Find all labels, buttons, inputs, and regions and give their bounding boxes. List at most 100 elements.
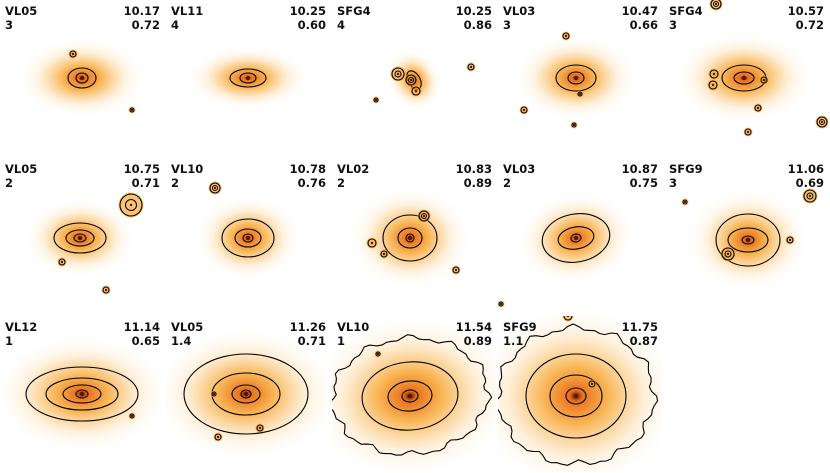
galaxy-panel: SFG9 3 11.06 0.69 xyxy=(664,158,828,314)
isophote-contour xyxy=(231,384,261,404)
companion-core xyxy=(499,302,503,306)
galaxy-nucleus xyxy=(407,235,413,241)
companion-core xyxy=(376,352,380,356)
companion-core xyxy=(714,2,718,6)
galaxy-image xyxy=(185,45,311,111)
isophote-contour xyxy=(401,389,419,403)
isophote-contour xyxy=(62,384,102,404)
panel-mass-label: 11.75 xyxy=(621,320,658,334)
galaxy-panel: VL12 1 11.14 0.65 xyxy=(0,316,164,472)
isophote-contour xyxy=(405,233,415,243)
companion-core xyxy=(762,78,766,82)
companion-contour xyxy=(760,76,768,84)
panel-ratio-label: 0.60 xyxy=(297,18,326,32)
companion-contour xyxy=(408,77,414,83)
companion-contour xyxy=(394,70,402,78)
companion-contour xyxy=(391,67,405,81)
panel-survey-label: VL03 xyxy=(503,162,536,176)
panel-ratio-label: 0.72 xyxy=(795,18,824,32)
companion-core xyxy=(788,238,792,242)
panel-index-label: 2 xyxy=(171,176,180,190)
panel-index-label: 2 xyxy=(337,176,346,190)
panel-survey-label: SFG9 xyxy=(503,320,537,334)
companion-core xyxy=(564,34,568,38)
galaxy-image xyxy=(681,188,818,292)
isophote-contour xyxy=(234,228,262,248)
isophote-contour xyxy=(382,214,438,262)
companion-contour xyxy=(563,316,573,321)
isophote-contour xyxy=(240,389,252,399)
panel-mass-label: 10.25 xyxy=(289,4,326,18)
isophote-contour xyxy=(397,227,423,249)
companion-core xyxy=(820,120,824,124)
panel-index-label: 1 xyxy=(5,334,14,348)
galaxy-nucleus xyxy=(573,235,579,241)
galaxy-nucleus xyxy=(573,393,579,399)
isophote-contour xyxy=(741,235,755,245)
companion-contour xyxy=(129,413,135,419)
companion-contour xyxy=(721,247,735,261)
panel-mass-label: 11.26 xyxy=(289,320,326,334)
galaxy-panel: VL11 4 10.25 0.60 xyxy=(166,0,330,156)
isophote-contour xyxy=(45,377,119,411)
galaxy-image xyxy=(166,326,330,462)
isophote-contour xyxy=(498,323,659,466)
panel-index-label: 1.4 xyxy=(171,334,192,348)
isophote-contour xyxy=(557,226,595,250)
companion-contour xyxy=(69,50,77,58)
panel-index-label: 1 xyxy=(337,334,346,348)
companion-core xyxy=(414,89,418,93)
companion-core xyxy=(374,98,378,102)
companion-contour xyxy=(806,192,814,200)
panel-ratio-label: 0.89 xyxy=(463,334,492,348)
panel-ratio-label: 0.89 xyxy=(463,176,492,190)
companion-core xyxy=(522,108,526,112)
isophote-contour xyxy=(67,67,97,89)
isophote-contour xyxy=(239,72,257,84)
galaxy-panel: VL05 1.4 11.26 0.71 xyxy=(166,316,330,472)
companion-contour xyxy=(367,238,377,248)
galaxy-nucleus xyxy=(245,75,251,81)
panel-survey-label: VL05 xyxy=(5,162,38,176)
isophote-contour xyxy=(525,353,627,439)
companion-core xyxy=(746,130,750,134)
panel-index-label: 2 xyxy=(503,176,512,190)
companion-contour xyxy=(256,424,264,432)
companion-contour xyxy=(710,0,722,10)
galaxy-nucleus xyxy=(77,235,83,241)
companion-contour xyxy=(380,250,388,258)
companion-contour xyxy=(405,74,417,86)
isophote-contour xyxy=(549,374,603,418)
companion-core xyxy=(216,435,220,439)
isophote-contour xyxy=(229,68,267,88)
panel-survey-label: VL05 xyxy=(171,320,204,334)
galaxy-nucleus xyxy=(573,75,579,81)
galaxy-panel: SFG4 4 10.25 0.86 xyxy=(332,0,496,156)
isophote-contour xyxy=(567,71,585,85)
companion-contour xyxy=(418,210,430,222)
galaxy-nucleus xyxy=(407,393,413,399)
panel-ratio-label: 0.76 xyxy=(297,176,326,190)
galaxy-nucleus xyxy=(243,391,249,397)
panel-mass-label: 11.06 xyxy=(787,162,824,176)
panel-index-label: 3 xyxy=(503,18,512,32)
companion-core xyxy=(756,106,760,110)
panel-mass-label: 10.87 xyxy=(621,162,658,176)
panel-survey-label: VL10 xyxy=(337,320,370,334)
panel-ratio-label: 0.71 xyxy=(131,176,160,190)
galaxy-image xyxy=(498,316,662,472)
panel-ratio-label: 0.71 xyxy=(297,334,326,348)
companion-core xyxy=(370,241,374,245)
companion-core xyxy=(469,65,473,69)
companion-core xyxy=(566,316,570,318)
galaxy-image xyxy=(498,191,636,308)
panel-ratio-label: 0.65 xyxy=(131,334,160,348)
companion-contour xyxy=(58,258,66,266)
companion-contour xyxy=(816,116,828,128)
companion-contour xyxy=(786,236,794,244)
companion-core xyxy=(396,72,400,76)
companion-contour xyxy=(588,380,596,388)
isophote-contour xyxy=(715,213,781,267)
panel-index-label: 4 xyxy=(171,18,180,32)
panel-survey-label: VL11 xyxy=(171,4,204,18)
